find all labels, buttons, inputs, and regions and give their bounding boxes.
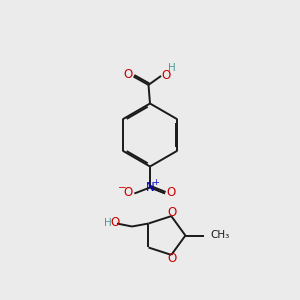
Text: O: O (162, 69, 171, 82)
Text: O: O (167, 252, 176, 265)
Text: O: O (167, 186, 176, 200)
Text: +: + (153, 178, 159, 187)
Text: O: O (167, 206, 176, 219)
Text: H: H (168, 63, 176, 74)
Text: O: O (111, 216, 120, 230)
Text: −: − (118, 183, 127, 193)
Text: O: O (124, 186, 133, 200)
Text: CH₃: CH₃ (211, 230, 230, 241)
Text: O: O (124, 68, 133, 82)
Text: N: N (146, 181, 154, 194)
Text: H: H (104, 218, 112, 228)
